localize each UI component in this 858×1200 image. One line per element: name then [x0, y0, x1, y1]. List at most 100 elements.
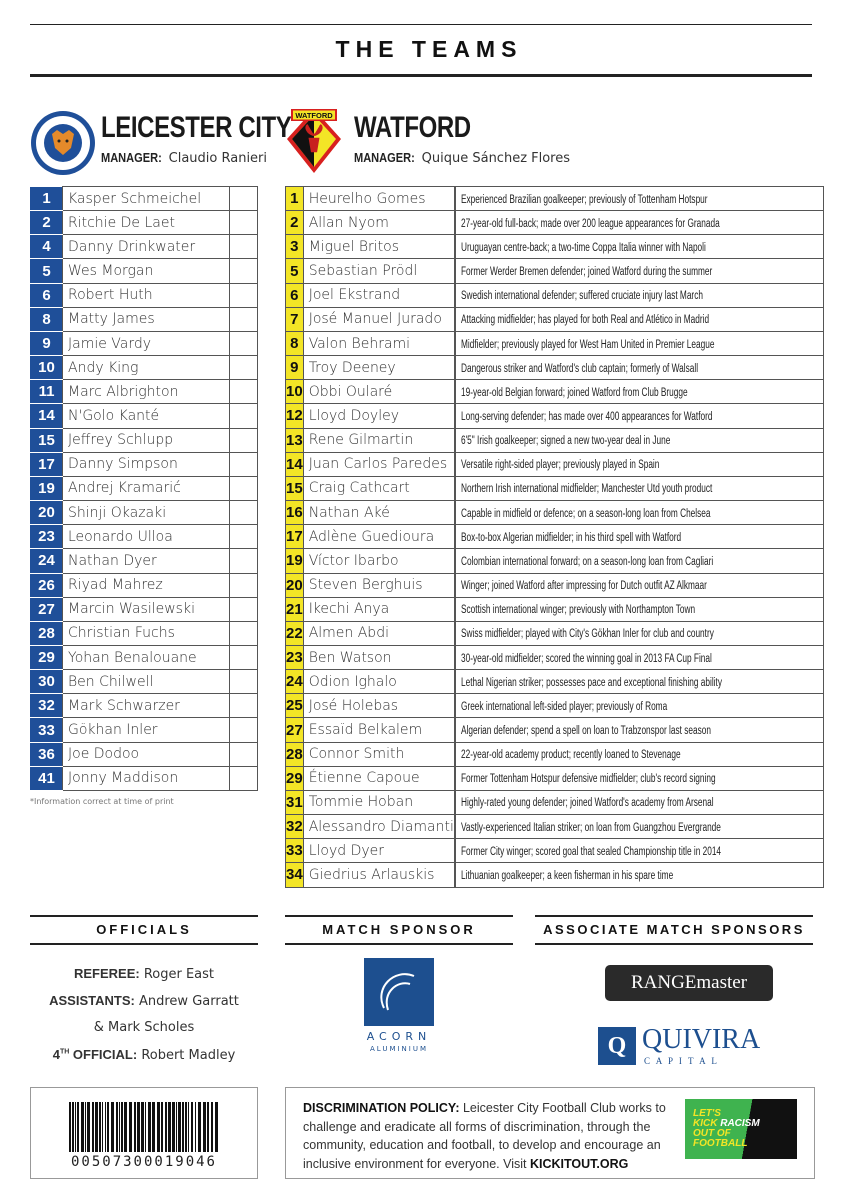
player-row: 19 Víctor Ibarbo Colombian international f… [285, 548, 825, 574]
squad-number: 28 [285, 741, 304, 767]
barcode-number: 00507300019046 [70, 1154, 217, 1170]
player-row: 26 Riyad Mahrez [30, 572, 258, 598]
blank-cell [229, 210, 258, 236]
blank-cell [229, 548, 258, 574]
player-name: Ben Watson [302, 644, 455, 671]
quivira-q-icon: Q [598, 1027, 636, 1065]
player-name: Obbi Oularé [302, 379, 455, 405]
player-description: Swiss midfielder; played with City's Gök… [454, 620, 825, 646]
away-manager: MANAGER: Quique Sánchez Flores [354, 150, 571, 166]
discrimination-policy-box: DISCRIMINATION POLICY: Leicester City Fo… [285, 1087, 815, 1179]
kickitout-link[interactable]: KICKITOUT.ORG [529, 1156, 629, 1171]
player-name: Yohan Benalouane [62, 644, 230, 671]
squad-number: 30 [30, 669, 63, 695]
squad-number: 3 [285, 234, 304, 260]
player-name: Jeffrey Schlupp [62, 427, 230, 453]
away-team-name: WATFORD [354, 111, 471, 144]
player-name: Essaïd Belkalem [302, 717, 455, 743]
barcode-bar [134, 1102, 136, 1152]
barcode-bar [124, 1102, 127, 1152]
squad-number: 24 [285, 669, 304, 695]
player-description: Long-serving defender; has made over 400… [454, 403, 825, 429]
player-row: 15 Craig Cathcart Northern Irish internati… [285, 475, 825, 502]
squad-number: 19 [30, 475, 63, 502]
barcode-bar [77, 1102, 79, 1152]
player-row: 2 Allan Nyom 27-year-old full-back; made o… [285, 210, 825, 236]
barcode-bar [107, 1102, 109, 1152]
blank-cell [229, 572, 258, 598]
barcode-bar [148, 1102, 151, 1152]
barcode-bar [198, 1102, 201, 1152]
player-name: Miguel Britos [302, 234, 455, 260]
player-row: 21 Ikechi Anya Scottish international wing… [285, 596, 825, 622]
squad-number: 21 [285, 596, 304, 622]
player-name: Étienne Capoue [302, 765, 455, 791]
player-name: Víctor Ibarbo [302, 548, 455, 574]
referee: REFEREE: Roger East [73, 966, 215, 982]
squad-number: 14 [30, 403, 63, 429]
player-row: 32 Alessandro Diamanti Vastly-experienced … [285, 814, 825, 840]
player-description: Swedish international defender; suffered… [454, 282, 825, 308]
squad-number: 17 [285, 524, 304, 550]
squad-number: 33 [285, 838, 304, 864]
squad-number: 7 [285, 306, 304, 332]
player-row: 33 Gökhan Inler [30, 717, 258, 743]
barcode-bar [176, 1102, 177, 1152]
player-description: Highly-rated young defender; joined Watf… [454, 789, 825, 816]
acorn-name: ACORN [366, 1030, 432, 1043]
barcode-bar [188, 1102, 189, 1152]
player-name: Nathan Aké [302, 500, 455, 526]
barcode-bar [85, 1102, 86, 1152]
player-row: 22 Almen Abdi Swiss midfielder; played wit… [285, 620, 825, 646]
player-description: Attacking midfielder; has played for bot… [454, 306, 825, 332]
player-description: 27-year-old full-back; made over 200 lea… [454, 210, 825, 236]
squad-number: 6 [30, 282, 63, 308]
player-row: 6 Robert Huth [30, 282, 258, 308]
assistants-2: & Mark Scholes [93, 1020, 195, 1035]
player-row: 41 Jonny Maddison [30, 765, 258, 791]
barcode-bar [119, 1102, 120, 1152]
barcode-bar [152, 1102, 155, 1152]
player-row: 27 Essaïd Belkalem Algerian defender; spen… [285, 717, 825, 743]
barcode-bar [207, 1102, 209, 1152]
player-name: Andrej Kramarić [62, 475, 230, 502]
player-name: Mark Schwarzer [62, 693, 230, 719]
player-description: Winger; joined Watford after impressing … [454, 572, 825, 598]
blank-cell [229, 427, 258, 453]
blank-cell [229, 258, 258, 284]
blank-cell [229, 306, 258, 332]
player-row: 10 Andy King [30, 355, 258, 381]
blank-cell [229, 451, 258, 477]
player-row: 8 Matty James [30, 306, 258, 332]
player-row: 14 N'Golo Kanté [30, 403, 258, 429]
player-name: Robert Huth [62, 282, 230, 308]
player-name: Lloyd Dyer [302, 838, 455, 864]
player-name: Shinji Okazaki [62, 500, 230, 526]
blank-cell [229, 620, 258, 646]
player-name: Steven Berghuis [302, 572, 455, 598]
player-row: 10 Obbi Oularé 19-year-old Belgian forward… [285, 379, 825, 405]
squad-number: 5 [285, 258, 304, 284]
squad-number: 15 [30, 427, 63, 453]
player-description: Lethal Nigerian striker; possesses pace … [454, 669, 825, 695]
barcode-bar [172, 1102, 175, 1152]
squad-number: 12 [285, 403, 304, 429]
policy-text: DISCRIMINATION POLICY: Leicester City Fo… [303, 1101, 666, 1171]
watford-crest-logo: WATFORD [287, 109, 341, 173]
player-row: 32 Mark Schwarzer [30, 693, 258, 719]
player-name: Heurelho Gomes [302, 185, 455, 212]
blank-cell [229, 185, 258, 212]
player-name: José Holebas [302, 693, 455, 719]
player-row: 15 Jeffrey Schlupp [30, 427, 258, 453]
barcode-bar [102, 1102, 103, 1152]
squad-number: 20 [285, 572, 304, 598]
player-name: Marcin Wasilewski [62, 596, 230, 622]
player-name: Troy Deeney [302, 355, 455, 381]
squad-number: 1 [30, 185, 63, 212]
barcode-bar [105, 1102, 106, 1152]
squad-number: 8 [285, 330, 304, 357]
squad-number: 32 [285, 814, 304, 840]
player-row: 9 Jamie Vardy [30, 330, 258, 357]
player-description: Colombian international forward; on a se… [454, 548, 825, 574]
barcode-bar [116, 1102, 118, 1152]
